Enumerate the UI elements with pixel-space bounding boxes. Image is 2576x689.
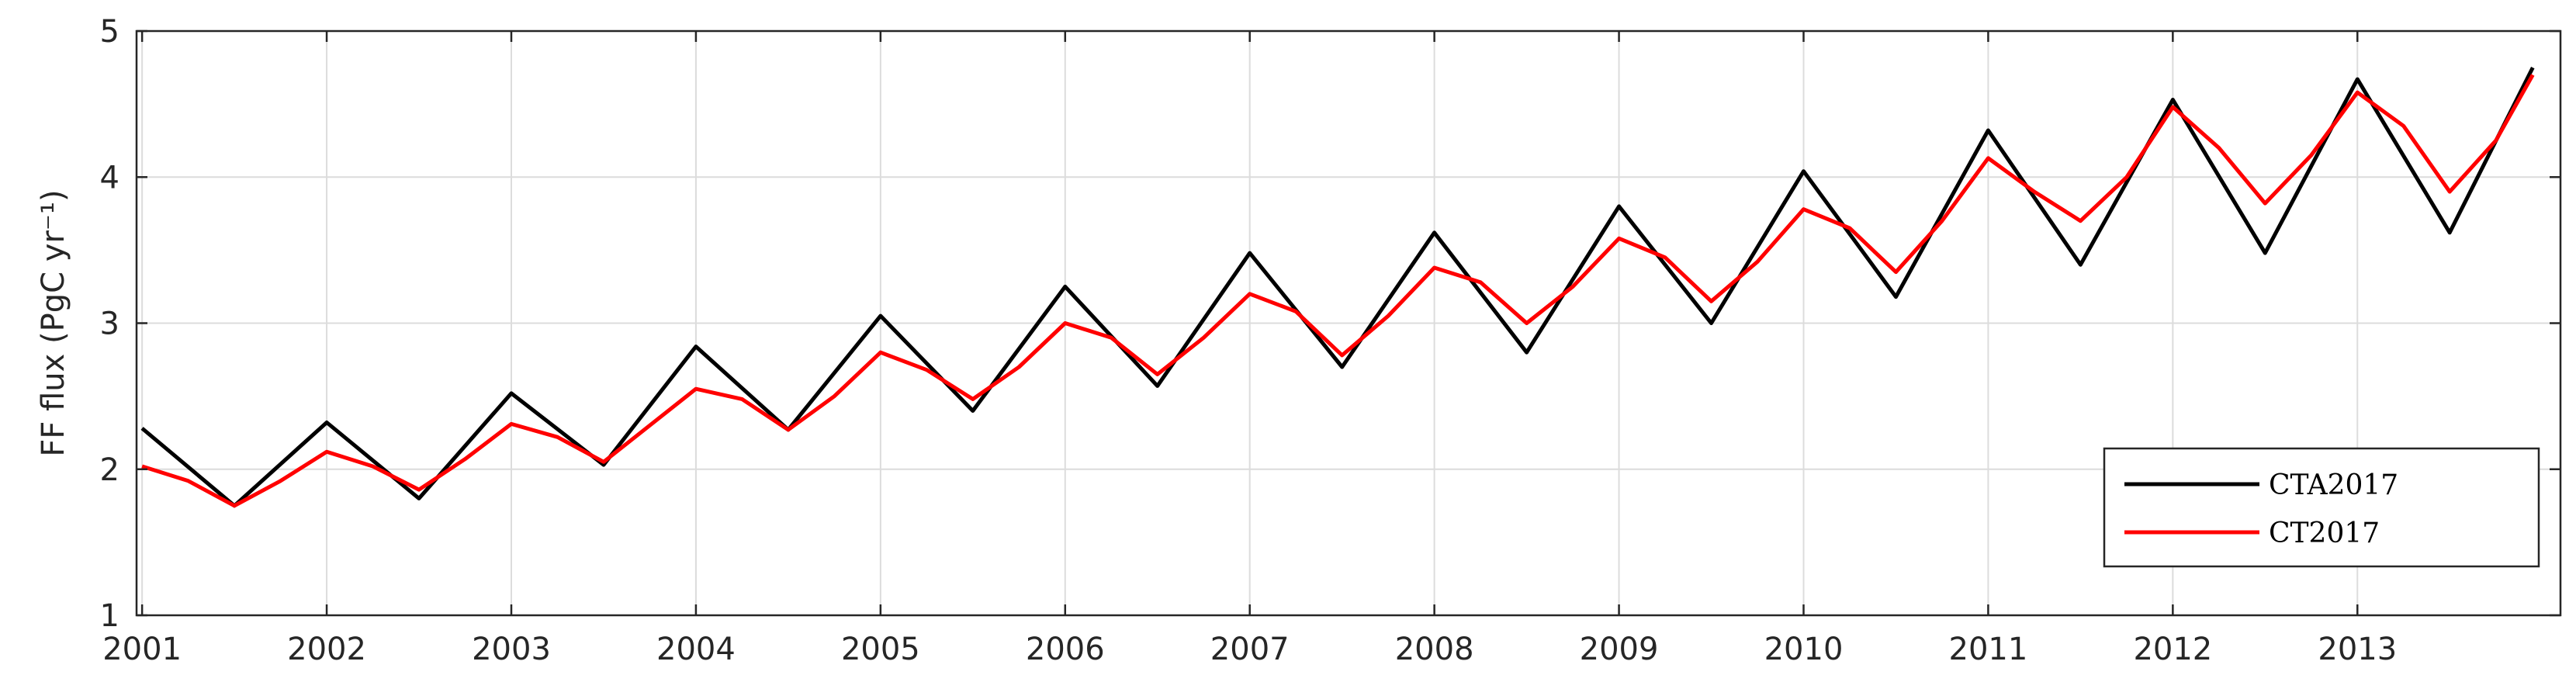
y-tick-label: 4 <box>100 160 119 196</box>
x-tick-label: 2013 <box>2318 632 2397 667</box>
legend: CTA2017 CT2017 <box>2103 447 2540 568</box>
y-axis-label: FF flux (PgC yr⁻¹) <box>36 189 71 456</box>
x-axis: 2001 2002 2003 2004 2005 2006 2007 2008 2009 2010… <box>102 31 2397 667</box>
legend-label-cta2017: CTA2017 <box>2269 469 2398 501</box>
series-line-ct2017 <box>141 74 2535 508</box>
series-line-cta2017 <box>140 66 2535 508</box>
y-tick-label: 3 <box>100 306 119 342</box>
y-tick-label: 2 <box>100 452 119 488</box>
y-axis: 1 2 3 4 5 <box>100 14 2560 634</box>
x-tick-label: 2010 <box>1764 632 1844 667</box>
x-tick-label: 2008 <box>1395 632 1474 667</box>
x-tick-label: 2005 <box>841 632 920 667</box>
legend-label-ct2017: CT2017 <box>2269 518 2380 549</box>
x-tick-label: 2003 <box>472 632 551 667</box>
x-tick-label: 2011 <box>1949 632 2028 667</box>
x-tick-label: 2004 <box>656 632 736 667</box>
series-layer <box>140 66 2535 508</box>
y-tick-label: 1 <box>100 598 119 634</box>
x-tick-label: 2006 <box>1026 632 1105 667</box>
x-tick-label: 2001 <box>102 632 182 667</box>
y-tick-label: 5 <box>100 14 119 50</box>
series-ct2017 <box>141 74 2535 508</box>
x-tick-label: 2009 <box>1580 632 1659 667</box>
series-cta2017 <box>140 66 2535 508</box>
x-tick-label: 2012 <box>2133 632 2212 667</box>
legend-box <box>2103 447 2540 568</box>
x-tick-label: 2002 <box>287 632 366 667</box>
x-tick-label: 2007 <box>1210 632 1290 667</box>
